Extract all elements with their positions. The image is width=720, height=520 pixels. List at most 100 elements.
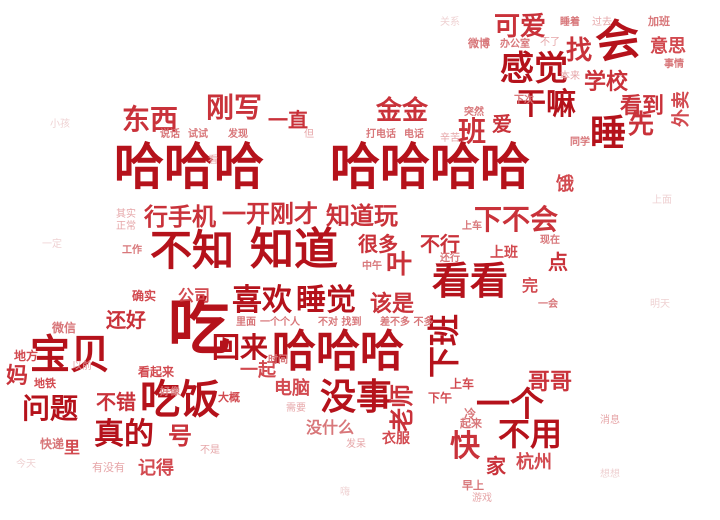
word-yiding: 一定 bbox=[42, 239, 62, 250]
word-huilai: 回来 bbox=[212, 331, 269, 364]
word-jia: 家 bbox=[486, 454, 506, 478]
word-ye: 叶 bbox=[386, 250, 413, 280]
word-fadai: 发呆 bbox=[346, 439, 366, 450]
word-yifu: 衣服 bbox=[382, 431, 410, 447]
word-kandao: 看到 bbox=[620, 94, 665, 119]
word-haixing: 还行 bbox=[440, 253, 460, 264]
word-zhongwu: 中午 bbox=[362, 261, 382, 272]
word-yihui: 一会 bbox=[538, 299, 558, 310]
word-gangxie: 刚写 bbox=[206, 91, 263, 124]
word-buyong: 不用 bbox=[498, 415, 563, 453]
word-leng: 冷 bbox=[464, 407, 477, 421]
word-baobei: 宝贝 bbox=[30, 332, 110, 378]
word-dan: 但 bbox=[304, 129, 314, 140]
word-waimai: 外卖 bbox=[671, 91, 692, 127]
word-xianzai: 现在 bbox=[540, 235, 560, 246]
word-xiabuhui: 下不会 bbox=[474, 203, 559, 236]
word-buxing: 不行 bbox=[420, 232, 460, 256]
word-jinjin: 金金 bbox=[376, 96, 429, 126]
word-shangban: 上班 bbox=[490, 245, 518, 261]
word-shishi: 试试 bbox=[188, 129, 208, 140]
word-weixin: 微信 bbox=[52, 321, 77, 335]
word-zhende: 真的 bbox=[94, 417, 154, 452]
word-yige: 一个 bbox=[476, 385, 544, 425]
word-tongxue: 同学 bbox=[570, 137, 590, 148]
word-kuai: 快 bbox=[450, 429, 480, 464]
word-xuyao: 需要 bbox=[286, 403, 306, 414]
word-gongsi: 公司 bbox=[178, 286, 211, 305]
word-mingtian: 明天 bbox=[650, 299, 670, 310]
word-bangongshi: 办公室 bbox=[500, 39, 530, 50]
word-shuijiao: 睡觉 bbox=[296, 283, 356, 318]
word-xiangxiang: 想想 bbox=[600, 469, 620, 480]
word-shijian: 时间 bbox=[268, 355, 288, 366]
word-chabuduo: 差不多 不多 bbox=[380, 317, 434, 328]
word-kuaidi: 快递 bbox=[40, 437, 65, 451]
word-bucuo: 不错 bbox=[96, 390, 136, 414]
word-buduizhaodao: 不对 找到 bbox=[318, 317, 362, 328]
word-jintian: 今天 bbox=[16, 459, 36, 470]
word-chi: 吃 bbox=[168, 290, 231, 363]
word-shuohua: 说话 bbox=[160, 129, 180, 140]
word-zhidaowan: 知道玩 bbox=[326, 202, 398, 230]
word-dagai: 大概 bbox=[218, 391, 240, 404]
word-hai: 嗨 bbox=[340, 487, 350, 498]
word-diannao: 电脑 bbox=[274, 378, 310, 399]
word-guoqu: 过去 bbox=[592, 17, 612, 28]
word-dian: 点 bbox=[548, 250, 568, 274]
word-haihao: 还好 bbox=[106, 308, 146, 332]
word-haoxiang: 好像 bbox=[160, 387, 180, 398]
word-ditie: 地铁 bbox=[34, 377, 56, 390]
word-yigegeren: 一个个人 bbox=[260, 317, 300, 328]
word-gege: 哥哥 bbox=[528, 370, 573, 395]
word-xihuan: 喜欢 bbox=[232, 283, 292, 318]
word-xiaohai: 小孩 bbox=[50, 119, 70, 130]
word-hahaha-mid: 哈哈哈 bbox=[272, 326, 404, 377]
word-e: 饿 bbox=[556, 174, 574, 195]
word-faxian: 发现 bbox=[228, 129, 248, 140]
word-laoshi: 老师 bbox=[388, 384, 416, 432]
word-gongzuo: 工作 bbox=[122, 245, 142, 256]
word-bushi: 不是 bbox=[200, 445, 220, 456]
word-zhidao: 知道 bbox=[250, 224, 338, 275]
word-henduo: 很多 bbox=[358, 232, 398, 256]
word-yiqi: 一起 bbox=[240, 360, 276, 381]
word-qishi: 其实 bbox=[116, 209, 136, 220]
word-wenti: 问题 bbox=[22, 392, 79, 425]
word-jiaban: 加班 bbox=[648, 15, 670, 28]
word-difang: 地方 bbox=[14, 349, 39, 363]
word-youmeiyou: 有没有 bbox=[92, 461, 125, 474]
word-hangzhou: 杭州 bbox=[516, 452, 552, 473]
word-qilai: 起来 bbox=[460, 417, 482, 430]
word-mei: 妈 bbox=[6, 364, 29, 389]
word-shiqing: 事情 bbox=[664, 59, 684, 70]
word-wan: 完 bbox=[522, 276, 539, 295]
word-yizhi: 一直 bbox=[268, 108, 308, 132]
word-ganma: 干嘛 bbox=[516, 87, 576, 122]
word-li: 里 bbox=[64, 438, 81, 457]
word-hao: 号 bbox=[168, 422, 192, 450]
word-meishi: 没事 bbox=[320, 377, 393, 418]
word-youxi: 游戏 bbox=[472, 493, 492, 504]
word-kan: 看 bbox=[208, 155, 218, 166]
word-zhengchang: 正常 bbox=[116, 221, 136, 232]
word-shuizhe: 睡着 bbox=[560, 17, 580, 28]
word-xuexiao: 学校 bbox=[584, 70, 629, 95]
word-ganjue: 感觉 bbox=[500, 49, 568, 89]
word-limian: 里面 bbox=[236, 317, 256, 328]
word-queshi: 确实 bbox=[132, 289, 157, 303]
word-yisi: 意思 bbox=[650, 36, 686, 57]
word-xiaoxi: 消息 bbox=[600, 415, 620, 426]
word-kankan: 看看 bbox=[432, 259, 509, 303]
word-xinku: 辛苦 bbox=[440, 133, 460, 144]
word-xian: 先 bbox=[628, 110, 655, 140]
word-jide: 记得 bbox=[138, 458, 174, 479]
word-kanqilai: 看起来 bbox=[138, 365, 175, 379]
word-chifan: 吃饭 bbox=[140, 377, 220, 423]
word-ai: 爱 bbox=[492, 112, 512, 136]
word-shangche-2: 上车 bbox=[462, 221, 482, 232]
word-hahahaha-large: 哈哈哈哈 bbox=[330, 138, 530, 196]
word-meishenme: 没什么 bbox=[306, 418, 355, 437]
word-zaoshang: 早上 bbox=[462, 479, 484, 492]
word-dianhua: 电话 bbox=[404, 129, 424, 140]
